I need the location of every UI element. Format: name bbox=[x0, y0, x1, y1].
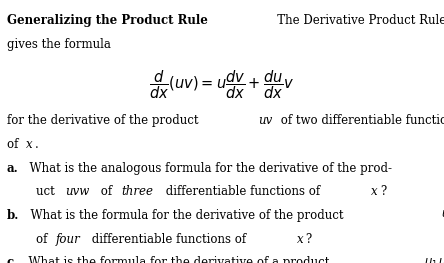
Text: of: of bbox=[36, 233, 52, 246]
Text: $u_1\,u_2\,u_3\!\cdots\! u_n$: $u_1\,u_2\,u_3\!\cdots\! u_n$ bbox=[424, 256, 444, 263]
Text: x: x bbox=[297, 233, 303, 246]
Text: uct: uct bbox=[36, 185, 59, 198]
Text: Generalizing the Product Rule: Generalizing the Product Rule bbox=[7, 14, 207, 27]
Text: What is the formula for the derivative of a product: What is the formula for the derivative o… bbox=[21, 256, 333, 263]
Text: differentiable functions of: differentiable functions of bbox=[163, 185, 324, 198]
Text: .: . bbox=[35, 138, 39, 151]
Text: $\dfrac{d}{dx}(uv) = u\dfrac{dv}{dx} + \dfrac{du}{dx}v$: $\dfrac{d}{dx}(uv) = u\dfrac{dv}{dx} + \… bbox=[149, 68, 295, 101]
Text: b.: b. bbox=[7, 209, 19, 222]
Text: x: x bbox=[371, 185, 378, 198]
Text: uvw: uvw bbox=[65, 185, 90, 198]
Text: The Derivative Product Rule: The Derivative Product Rule bbox=[266, 14, 444, 27]
Text: of: of bbox=[97, 185, 115, 198]
Text: gives the formula: gives the formula bbox=[7, 38, 111, 51]
Text: differentiable functions of: differentiable functions of bbox=[88, 233, 250, 246]
Text: What is the formula for the derivative of the product: What is the formula for the derivative o… bbox=[23, 209, 347, 222]
Text: ?: ? bbox=[380, 185, 386, 198]
Text: of: of bbox=[7, 138, 22, 151]
Text: four: four bbox=[56, 233, 81, 246]
Text: $u_1\,u_2\,u_3\,u_4$: $u_1\,u_2\,u_3\,u_4$ bbox=[441, 209, 444, 222]
Text: c.: c. bbox=[7, 256, 18, 263]
Text: a.: a. bbox=[7, 162, 18, 175]
Text: for the derivative of the product: for the derivative of the product bbox=[7, 114, 202, 127]
Text: ?: ? bbox=[305, 233, 312, 246]
Text: of two differentiable functions: of two differentiable functions bbox=[277, 114, 444, 127]
Text: uv: uv bbox=[258, 114, 273, 127]
Text: three: three bbox=[121, 185, 153, 198]
Text: x: x bbox=[26, 138, 33, 151]
Text: What is the analogous formula for the derivative of the prod-: What is the analogous formula for the de… bbox=[22, 162, 392, 175]
